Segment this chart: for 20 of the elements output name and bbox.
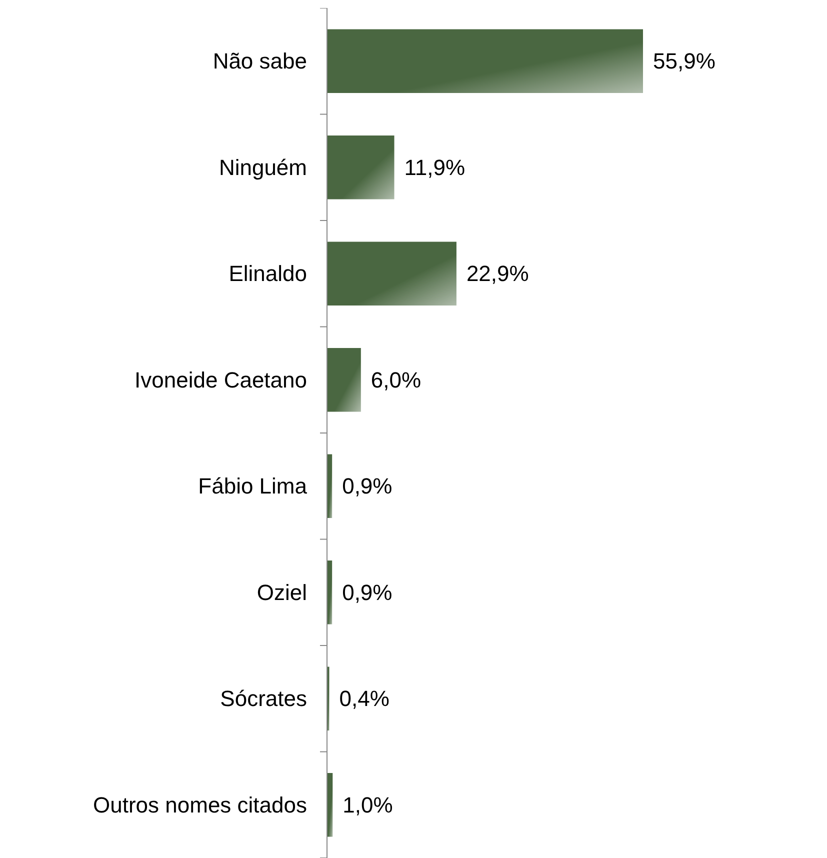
data-label: 0,9% [342,474,392,499]
data-label: 11,9% [404,154,466,180]
y-tick-label: Ivoneide Caetano [134,367,307,392]
bar [327,29,643,93]
y-tick-label: Oziel [256,580,307,605]
y-tick-label: Fábio Lima [198,474,308,499]
data-label: 0,4% [339,686,390,712]
bar [327,348,361,412]
y-tick-label: Ninguém [218,154,307,180]
data-label: 1,0% [342,792,393,818]
data-label: 55,9% [653,48,716,74]
bar [327,136,394,200]
y-tick-label: Outros nomes citados [93,792,307,818]
y-tick-label: Elinaldo [228,261,307,286]
bar [327,242,456,306]
data-label: 22,9% [466,261,529,286]
y-tick-label: Sócrates [220,686,307,712]
data-label: 6,0% [370,367,422,392]
data-label: 0,9% [342,580,392,605]
y-tick-label: Não sabe [212,48,307,74]
